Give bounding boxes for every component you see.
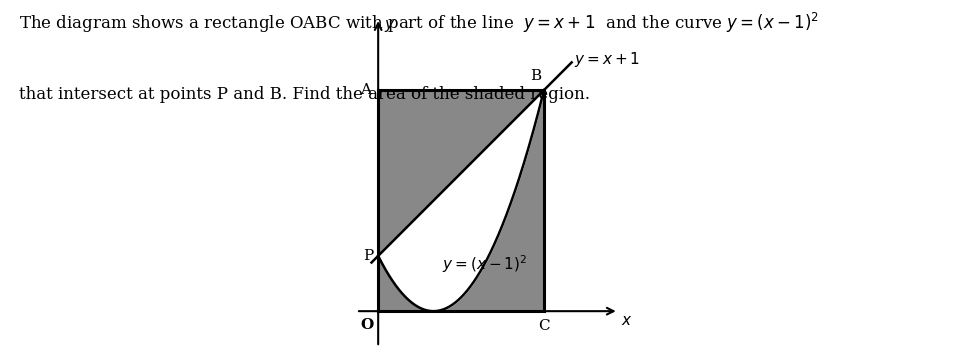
Text: A: A (360, 83, 372, 97)
Text: that intersect at points P and B. Find the area of the shaded region.: that intersect at points P and B. Find t… (19, 86, 590, 103)
Polygon shape (379, 90, 544, 311)
Text: P: P (363, 249, 374, 263)
Text: C: C (538, 320, 550, 333)
Text: $y = (x-1)^2$: $y = (x-1)^2$ (442, 253, 527, 275)
Text: The diagram shows a rectangle OABC with part of the line  $y = x+1$  and the cur: The diagram shows a rectangle OABC with … (19, 11, 820, 35)
Text: $y$: $y$ (383, 18, 395, 34)
Text: $y = x+1$: $y = x+1$ (575, 50, 641, 69)
Text: $x$: $x$ (622, 314, 633, 328)
Text: O: O (360, 318, 374, 332)
Text: B: B (530, 69, 541, 84)
